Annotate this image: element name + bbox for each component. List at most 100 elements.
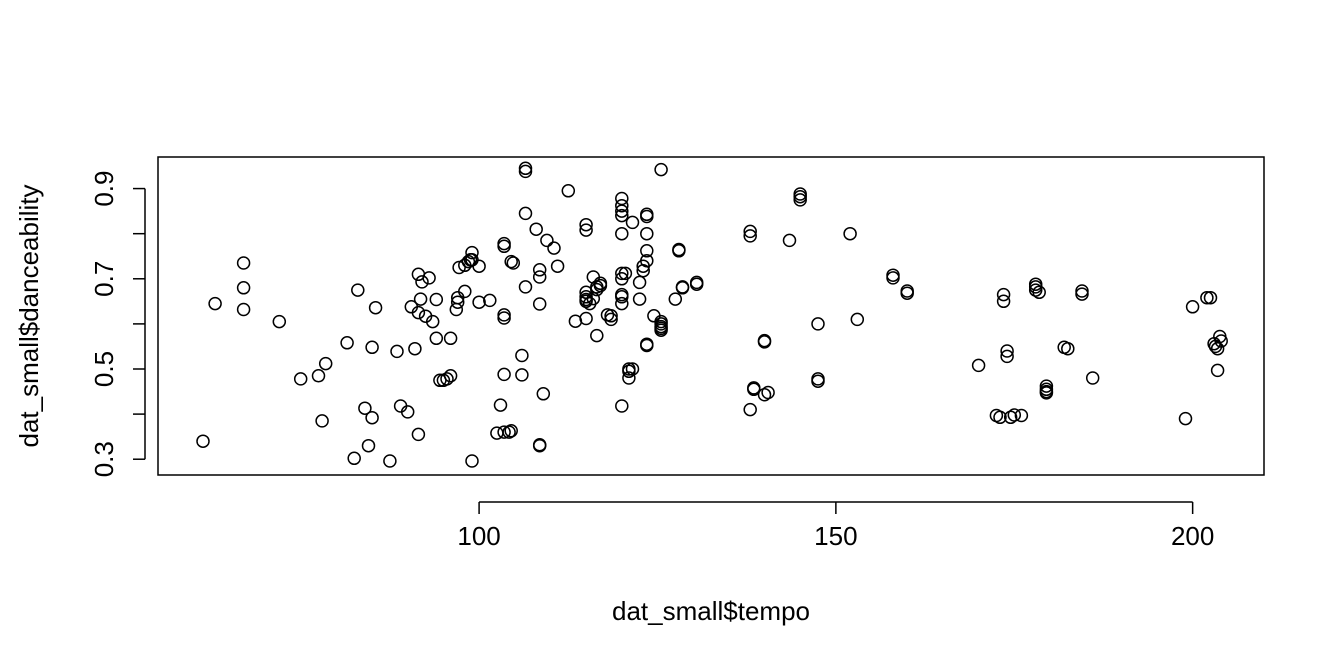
- data-point-182: [1039, 386, 1054, 400]
- data-point-71: [529, 222, 543, 236]
- data-point-50: [472, 259, 486, 273]
- data-point-26: [413, 292, 428, 306]
- data-point-56: [497, 425, 511, 439]
- data-point-40: [450, 295, 465, 309]
- data-point-37: [443, 369, 458, 383]
- data-point-74: [532, 297, 547, 311]
- data-point-148: [757, 387, 772, 402]
- plot-frame: [157, 156, 1265, 476]
- data-point-73: [532, 270, 547, 284]
- data-point-85: [579, 311, 593, 326]
- data-point-142: [689, 275, 704, 290]
- data-point-185: [1075, 284, 1089, 298]
- data-point-187: [1085, 371, 1100, 385]
- data-point-43: [458, 284, 472, 299]
- data-point-11: [347, 451, 361, 466]
- x-tick-label-100: 100: [457, 521, 500, 551]
- data-point-170: [1000, 344, 1014, 358]
- data-point-32: [429, 331, 444, 346]
- data-point-93: [590, 328, 604, 343]
- data-point-78: [540, 233, 554, 248]
- data-point-103: [615, 204, 629, 218]
- data-point-144: [743, 229, 757, 243]
- x-tick-label-200: 200: [1171, 521, 1214, 551]
- data-point-83: [579, 217, 593, 232]
- data-point-42: [452, 260, 466, 275]
- data-point-143: [743, 224, 757, 239]
- data-point-151: [761, 385, 775, 400]
- data-point-15: [365, 410, 379, 425]
- data-point-9: [318, 356, 333, 371]
- data-point-123: [640, 209, 654, 224]
- data-point-72: [532, 263, 547, 277]
- data-point-188: [1178, 411, 1193, 426]
- data-point-4: [236, 302, 251, 317]
- data-point-61: [502, 425, 516, 439]
- data-point-197: [1214, 334, 1228, 348]
- data-point-47: [465, 245, 479, 260]
- data-point-67: [518, 280, 533, 294]
- data-point-14: [361, 438, 376, 453]
- data-point-160: [850, 312, 865, 327]
- data-point-28: [411, 427, 426, 442]
- data-point-110: [615, 296, 629, 311]
- data-point-81: [561, 184, 576, 198]
- data-point-154: [793, 189, 807, 204]
- data-point-114: [622, 364, 636, 379]
- data-point-60: [497, 239, 511, 254]
- data-point-65: [515, 348, 529, 363]
- data-point-58: [497, 311, 511, 325]
- data-point-115: [622, 371, 636, 385]
- data-point-13: [358, 401, 372, 415]
- data-point-0: [196, 434, 210, 448]
- data-point-38: [443, 331, 458, 346]
- data-point-112: [618, 266, 633, 281]
- data-point-162: [886, 271, 900, 285]
- data-point-8: [315, 414, 329, 428]
- data-point-128: [640, 338, 654, 353]
- data-point-136: [668, 292, 683, 306]
- data-point-190: [1200, 290, 1214, 305]
- data-point-6: [293, 372, 308, 386]
- data-point-134: [654, 323, 668, 337]
- data-point-89: [579, 294, 593, 309]
- data-point-62: [504, 424, 518, 438]
- data-point-80: [550, 259, 565, 273]
- data-point-100: [604, 312, 618, 327]
- data-point-70: [518, 164, 533, 179]
- data-point-97: [593, 278, 608, 293]
- data-point-155: [793, 193, 807, 207]
- data-point-27: [415, 275, 429, 289]
- x-axis: 100 150 200: [457, 501, 1214, 551]
- data-point-2: [236, 256, 251, 270]
- data-point-159: [843, 226, 857, 241]
- y-axis-label: dat_small$danceability: [14, 184, 44, 447]
- data-point-104: [615, 208, 629, 223]
- data-point-51: [472, 295, 486, 309]
- data-point-195: [1210, 363, 1225, 378]
- y-tick-label-0.9: 0.9: [89, 170, 119, 206]
- data-point-12: [351, 283, 365, 297]
- data-point-52: [483, 293, 497, 308]
- data-point-135: [654, 162, 668, 177]
- data-point-186: [1075, 287, 1089, 301]
- data-point-16: [365, 340, 379, 355]
- data-point-145: [743, 402, 757, 417]
- data-point-173: [1007, 408, 1022, 422]
- data-point-165: [971, 358, 986, 373]
- data-point-63: [504, 254, 518, 269]
- data-point-178: [1032, 285, 1046, 300]
- data-point-156: [811, 317, 825, 331]
- data-point-126: [640, 253, 654, 268]
- data-point-191: [1203, 290, 1218, 305]
- data-point-54: [493, 398, 508, 412]
- data-point-55: [497, 367, 511, 382]
- data-point-64: [506, 256, 521, 270]
- data-point-68: [518, 206, 533, 221]
- data-point-23: [408, 341, 422, 356]
- data-point-116: [625, 362, 640, 376]
- data-point-18: [383, 454, 397, 468]
- data-point-1: [208, 296, 222, 311]
- data-point-138: [672, 242, 686, 257]
